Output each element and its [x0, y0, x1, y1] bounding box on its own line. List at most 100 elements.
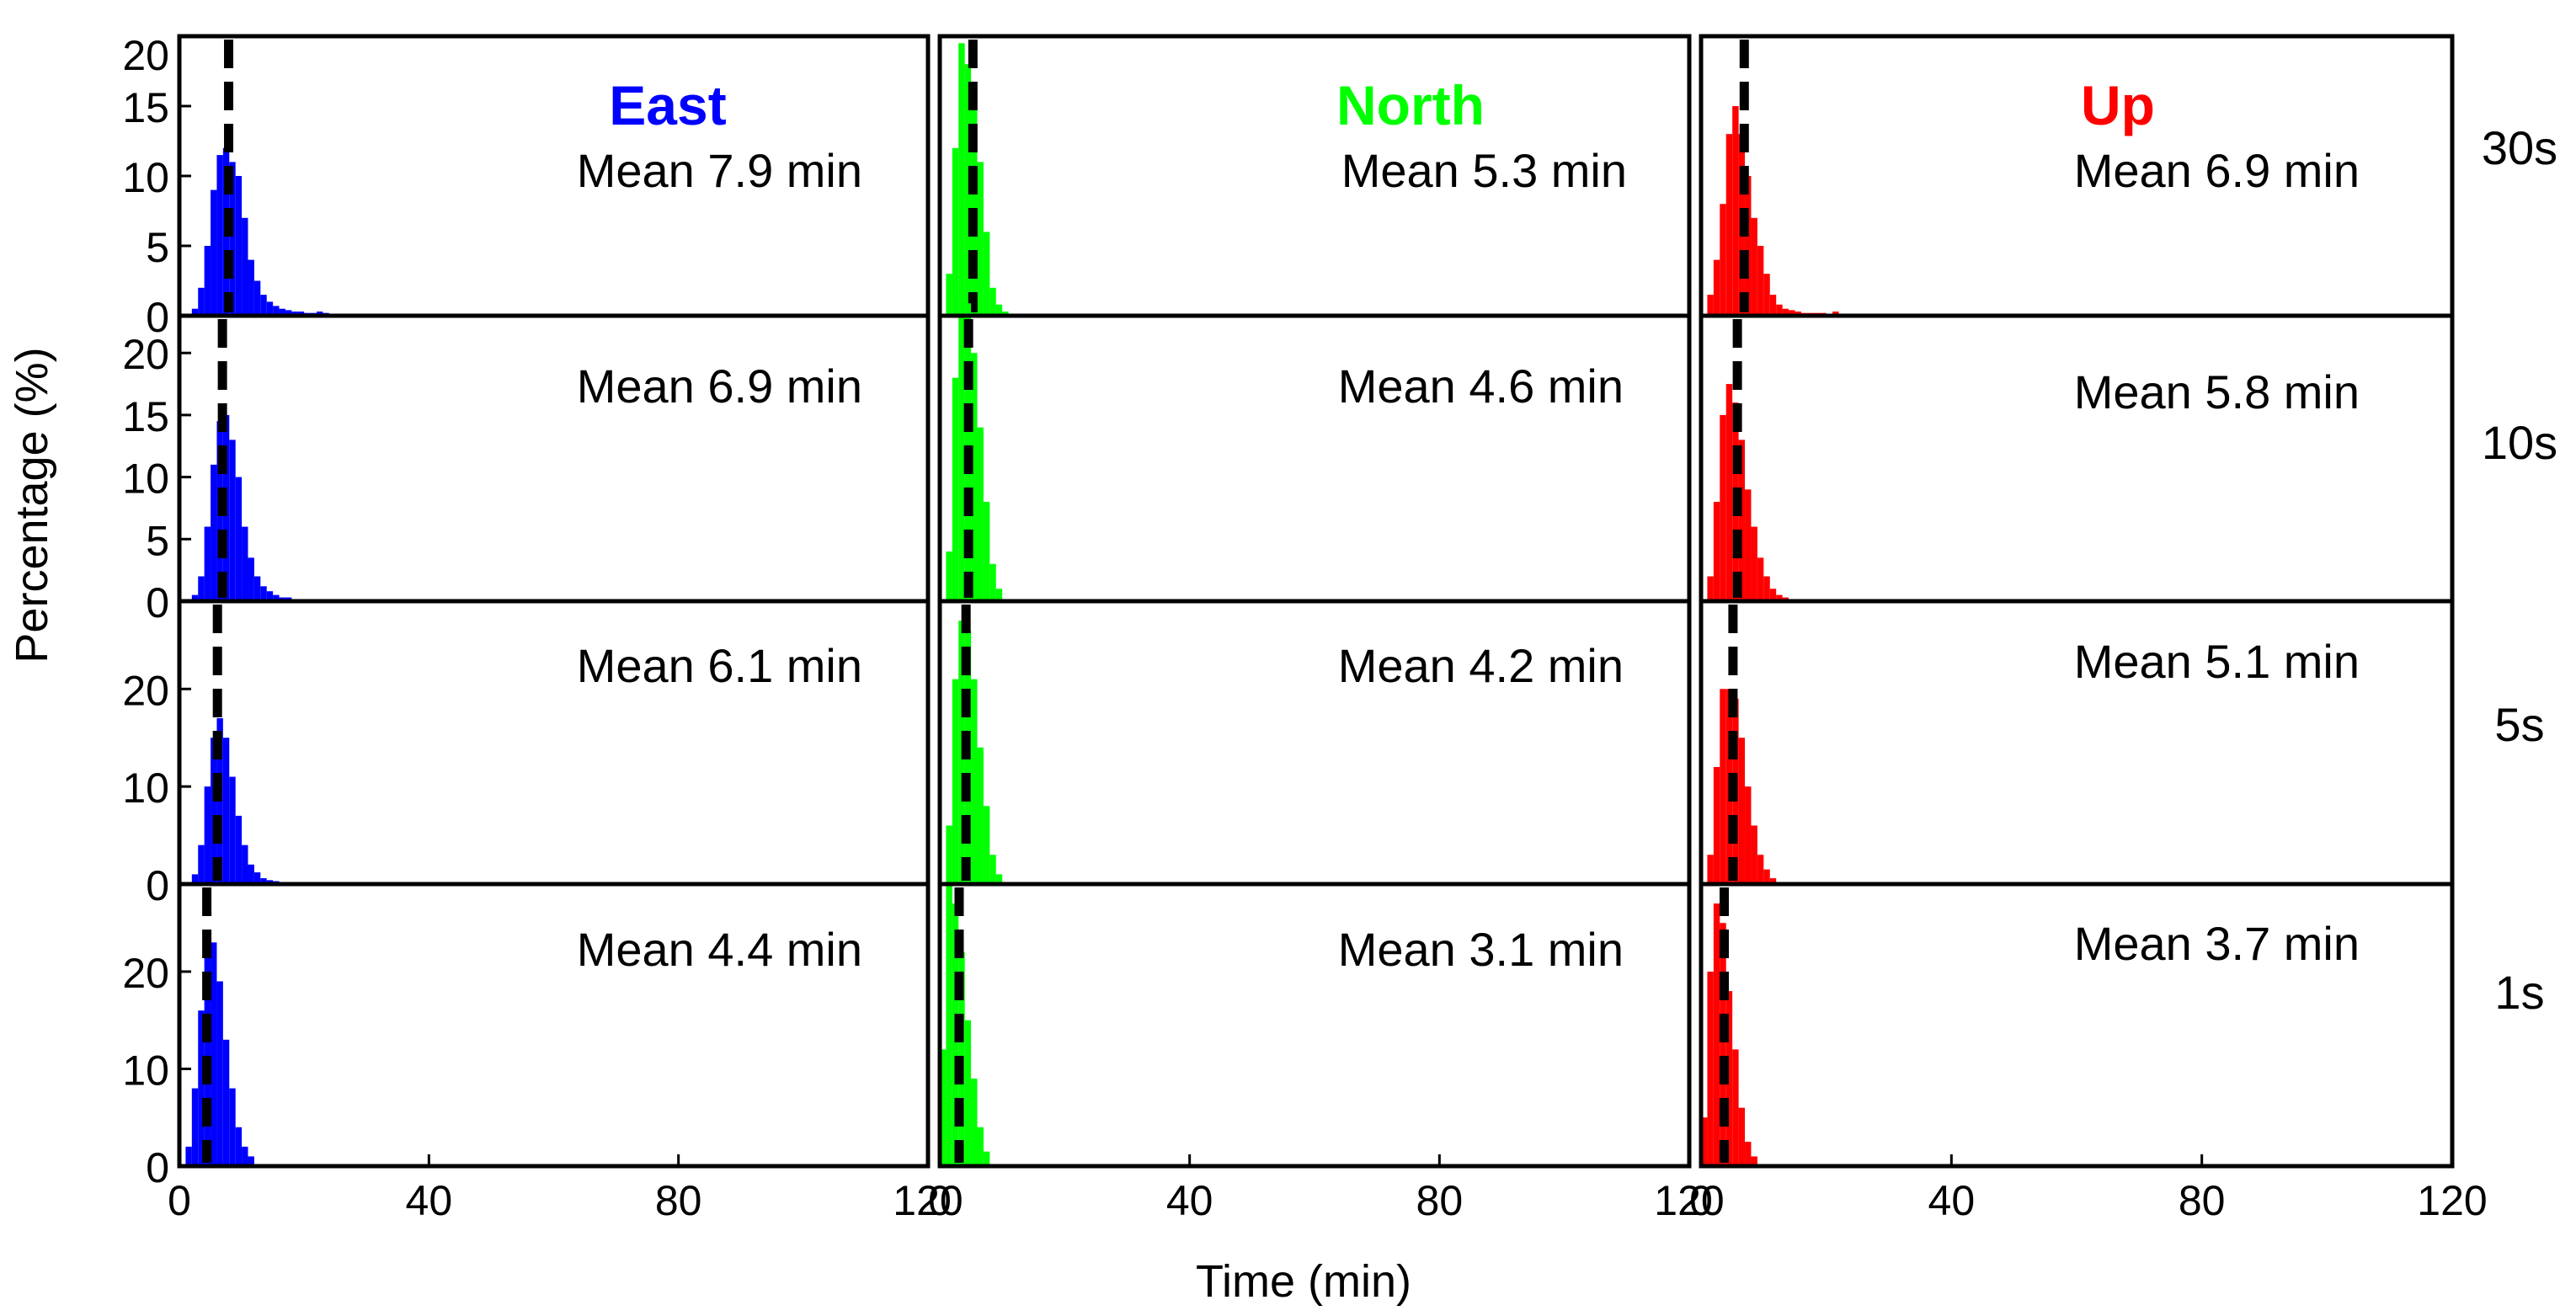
histogram-bar: [1769, 878, 1777, 884]
histogram-bar: [983, 232, 990, 316]
histogram-bar: [1725, 384, 1733, 601]
histogram-bar: [964, 64, 972, 316]
histogram-bar: [1769, 295, 1777, 316]
histogram-bar: [260, 295, 267, 316]
panel-frame: [937, 313, 1692, 604]
histogram-bar: [1732, 106, 1739, 316]
histogram-bar: [977, 427, 984, 601]
histogram-bar: [1757, 246, 1764, 316]
row-label: 30s: [2482, 121, 2557, 174]
x-tick-label: 0: [1689, 1177, 1713, 1224]
histogram-bar: [1725, 134, 1733, 316]
histogram-bar: [971, 353, 978, 601]
histogram-bar: [952, 377, 959, 601]
x-tick-label: 80: [1416, 1177, 1464, 1224]
histogram-bar: [211, 189, 217, 316]
histogram-bar: [989, 855, 996, 884]
histogram-bar: [1751, 526, 1757, 601]
y-tick-label: 10: [122, 456, 169, 503]
histogram-bar: [1720, 923, 1726, 1166]
histogram-bar: [958, 290, 965, 601]
histogram-bar: [1763, 869, 1770, 884]
x-tick-label: 80: [655, 1177, 702, 1224]
row-label: 5s: [2494, 698, 2544, 751]
x-tick-label: 0: [928, 1177, 952, 1224]
mean-label: Mean 5.1 min: [2074, 635, 2360, 688]
y-tick-label: 20: [122, 32, 169, 79]
x-tick-label: 0: [168, 1177, 191, 1224]
histogram-bar: [1738, 1107, 1746, 1166]
mean-label: Mean 7.9 min: [577, 144, 862, 197]
histogram-bar: [185, 1146, 192, 1166]
histogram-bar: [222, 738, 230, 884]
histogram-bar: [248, 557, 254, 601]
histogram-bar: [1707, 295, 1714, 316]
histogram-bar: [260, 586, 267, 601]
histogram-bar: [1782, 308, 1789, 316]
histogram-bar: [266, 301, 274, 316]
histogram-bar: [995, 304, 1003, 316]
y-axis-label: Percentage (%): [7, 347, 57, 663]
histogram-bar: [229, 440, 236, 601]
histogram-bar: [273, 594, 280, 601]
y-tick-label: 20: [122, 950, 169, 997]
histogram-bar: [971, 1079, 978, 1166]
y-tick-label: 20: [122, 331, 169, 378]
histogram-bar: [229, 162, 236, 316]
histogram-bar: [229, 1088, 236, 1166]
y-tick-label: 20: [122, 667, 169, 714]
histogram-bar: [1745, 1142, 1752, 1166]
y-tick-label: 0: [146, 579, 169, 626]
histogram-bar: [198, 287, 205, 316]
x-axis-label: Time (min): [1196, 1256, 1411, 1307]
x-tick-label: 80: [2179, 1177, 2226, 1224]
histogram-bar: [235, 176, 243, 316]
histogram-bar: [964, 1020, 972, 1166]
histogram-bar: [1707, 855, 1714, 884]
histogram-bar: [946, 274, 952, 316]
histogram-bar: [191, 308, 199, 316]
histogram-bar: [242, 844, 248, 884]
histogram-bar: [983, 806, 990, 884]
histogram-bar: [191, 1088, 199, 1166]
histogram-bar: [1763, 576, 1770, 601]
histogram-bar: [1720, 204, 1726, 316]
mean-label: Mean 5.3 min: [1341, 144, 1627, 197]
histogram-bar: [1713, 766, 1720, 884]
histogram-bar: [211, 942, 217, 1166]
y-tick-label: 10: [122, 765, 169, 812]
histogram-bar: [1757, 557, 1764, 601]
histogram-bar: [229, 776, 236, 884]
histogram-bar: [983, 502, 990, 601]
y-tick-label: 15: [122, 84, 169, 131]
histogram-bar: [235, 1127, 243, 1166]
mean-label: Mean 3.1 min: [1338, 923, 1624, 976]
histogram-bar: [248, 864, 254, 884]
column-title: East: [609, 74, 726, 136]
histogram-bar: [242, 217, 248, 316]
y-tick-label: 15: [122, 393, 169, 440]
y-tick-label: 10: [122, 1047, 169, 1094]
histogram-bar: [1776, 594, 1783, 601]
histogram-bar: [983, 1151, 990, 1166]
panels-layer: Mean 7.9 min 0 5 10 15 20 Mean 5.3 min Mean 6.9…: [122, 32, 2557, 1224]
histogram-bar: [977, 747, 984, 884]
x-tick-label: 40: [1166, 1177, 1213, 1224]
row-label: 10s: [2482, 416, 2557, 469]
histogram-bar: [198, 576, 205, 601]
histogram-bar: [989, 563, 996, 601]
histogram-bar: [977, 1127, 984, 1166]
histogram-bar: [1732, 1049, 1739, 1166]
mean-label: Mean 6.1 min: [577, 639, 862, 692]
histogram-bar: [204, 246, 211, 316]
histogram-bar: [946, 551, 952, 601]
histogram-bar: [279, 308, 285, 316]
histogram-bar: [1745, 176, 1752, 316]
column-title: North: [1336, 74, 1485, 136]
histogram-bar: [235, 815, 243, 884]
histogram-bar: [977, 162, 984, 316]
y-tick-label: 5: [146, 224, 169, 271]
panel-frame: [177, 882, 931, 1169]
histogram-bar: [198, 1010, 205, 1166]
mean-label: Mean 3.7 min: [2074, 917, 2360, 970]
